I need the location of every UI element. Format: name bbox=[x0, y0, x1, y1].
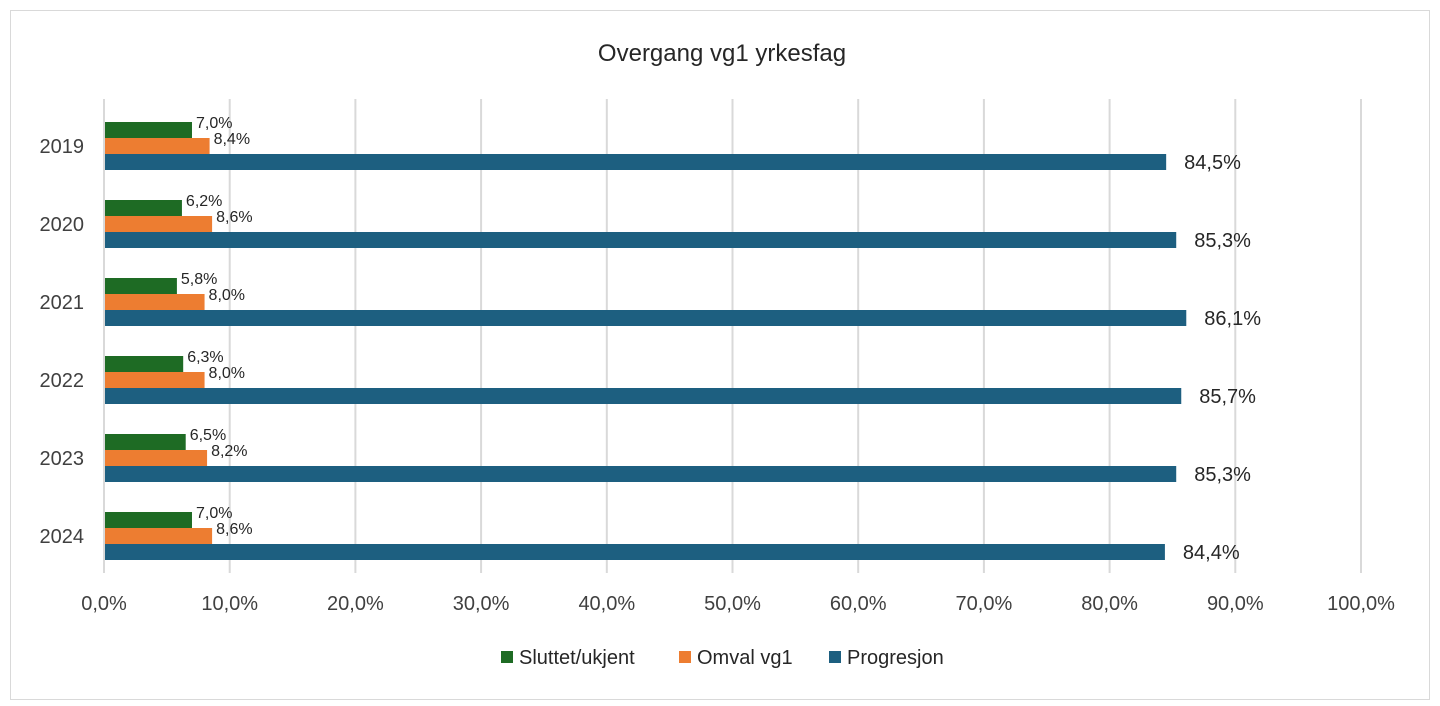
x-tick-label: 30,0% bbox=[453, 593, 510, 615]
x-tick-label: 50,0% bbox=[704, 593, 761, 615]
bar-progresjon bbox=[104, 544, 1165, 560]
category-axis: 2019 2020 2021 2022 2023 2024 bbox=[40, 99, 105, 573]
legend-swatch bbox=[829, 651, 841, 663]
bars bbox=[104, 122, 1187, 560]
category-label: 2022 bbox=[40, 370, 85, 392]
data-label: 7,0% bbox=[196, 115, 232, 132]
bar-sluttet-ukjent bbox=[104, 512, 192, 528]
data-label: 86,1% bbox=[1204, 308, 1261, 330]
category-label: 2021 bbox=[40, 292, 85, 314]
data-label: 85,7% bbox=[1199, 386, 1256, 408]
data-label: 8,6% bbox=[216, 521, 252, 538]
data-label: 84,5% bbox=[1184, 152, 1241, 174]
legend: Sluttet/ukjent Omval vg1 Progresjon bbox=[501, 647, 944, 669]
x-tick-label: 60,0% bbox=[830, 593, 887, 615]
legend-label: Omval vg1 bbox=[697, 647, 793, 669]
bar-progresjon bbox=[104, 310, 1187, 326]
category-label: 2019 bbox=[40, 136, 85, 158]
bar-progresjon bbox=[104, 154, 1167, 170]
chart-title: Overgang vg1 yrkesfag bbox=[598, 40, 846, 67]
data-label: 7,0% bbox=[196, 505, 232, 522]
bar-sluttet-ukjent bbox=[104, 434, 186, 450]
bar-sluttet-ukjent bbox=[104, 200, 182, 216]
bar-omval-vg1 bbox=[104, 528, 213, 544]
data-label: 84,4% bbox=[1183, 542, 1240, 564]
bar-sluttet-ukjent bbox=[104, 356, 184, 372]
data-label: 6,5% bbox=[190, 427, 226, 444]
data-label: 85,3% bbox=[1194, 464, 1251, 486]
legend-swatch bbox=[679, 651, 691, 663]
category-label: 2020 bbox=[40, 214, 85, 236]
category-label: 2024 bbox=[40, 526, 85, 548]
bar-sluttet-ukjent bbox=[104, 278, 177, 294]
bar-omval-vg1 bbox=[104, 138, 210, 154]
legend-label: Sluttet/ukjent bbox=[519, 647, 635, 669]
bar-sluttet-ukjent bbox=[104, 122, 192, 138]
x-tick-label: 0,0% bbox=[81, 593, 127, 615]
x-tick-label: 20,0% bbox=[327, 593, 384, 615]
data-label: 8,0% bbox=[209, 287, 245, 304]
bar-omval-vg1 bbox=[104, 216, 213, 232]
bar-omval-vg1 bbox=[104, 450, 208, 466]
value-axis: 0,0% 10,0% 20,0% 30,0% 40,0% 50,0% 60,0% 70,0% 8… bbox=[81, 593, 1395, 615]
legend-swatch bbox=[501, 651, 513, 663]
x-tick-label: 80,0% bbox=[1081, 593, 1138, 615]
category-label: 2023 bbox=[40, 448, 85, 470]
x-tick-label: 90,0% bbox=[1207, 593, 1264, 615]
bar-progresjon bbox=[104, 466, 1177, 482]
data-label: 6,3% bbox=[187, 349, 223, 366]
bar-chart: Overgang vg1 yrkesfag 7,0%8,4%84,5%6,2%8… bbox=[40, 40, 1396, 669]
data-labels: 7,0%8,4%84,5%6,2%8,6%85,3%5,8%8,0%86,1%6… bbox=[181, 115, 1261, 564]
chart-frame: Overgang vg1 yrkesfag 7,0% 8,4% 84,5% 6,2% 8… bbox=[10, 10, 1430, 700]
legend-label: Progresjon bbox=[847, 647, 944, 669]
data-label: 8,2% bbox=[211, 443, 247, 460]
x-tick-label: 10,0% bbox=[201, 593, 258, 615]
gridlines bbox=[228, 99, 1362, 573]
data-label: 8,6% bbox=[216, 209, 252, 226]
data-label: 8,4% bbox=[214, 131, 250, 148]
x-tick-label: 70,0% bbox=[956, 593, 1013, 615]
bar-progresjon bbox=[104, 232, 1177, 248]
data-label: 85,3% bbox=[1194, 230, 1251, 252]
x-tick-label: 100,0% bbox=[1327, 593, 1395, 615]
bar-omval-vg1 bbox=[104, 372, 205, 388]
bar-progresjon bbox=[104, 388, 1182, 404]
x-tick-label: 40,0% bbox=[578, 593, 635, 615]
data-label: 6,2% bbox=[186, 193, 222, 210]
data-label: 8,0% bbox=[209, 365, 245, 382]
data-label: 5,8% bbox=[181, 271, 217, 288]
bar-omval-vg1 bbox=[104, 294, 205, 310]
